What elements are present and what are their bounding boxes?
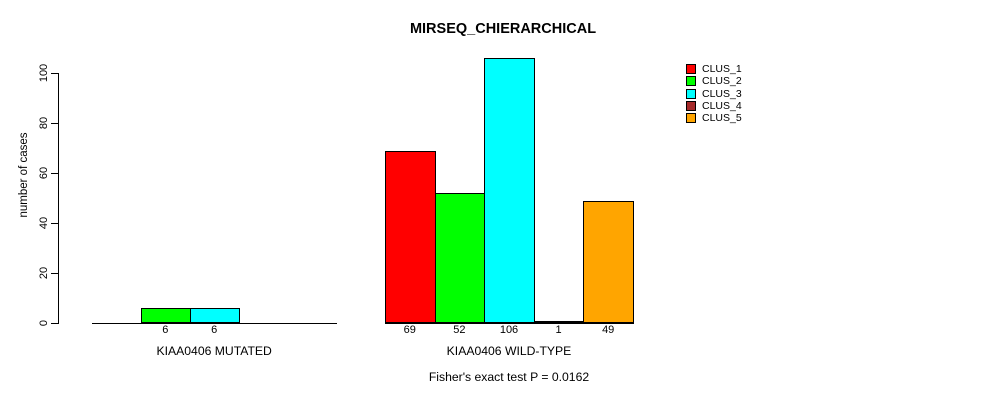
group-baseline — [92, 323, 338, 324]
y-tick — [51, 73, 58, 74]
bar — [484, 58, 535, 323]
y-tick — [51, 323, 58, 324]
group-label: KIAA0406 WILD-TYPE — [446, 344, 572, 358]
group-label: KIAA0406 MUTATED — [156, 344, 272, 358]
footnote: Fisher's exact test P = 0.0162 — [428, 370, 590, 384]
legend-swatch — [686, 76, 696, 87]
legend-swatch — [686, 113, 696, 124]
bar-value-label: 1 — [555, 324, 562, 336]
legend-label: CLUS_1 — [702, 63, 742, 75]
group-baseline — [385, 323, 634, 324]
bar — [140, 308, 191, 323]
y-tick-label: 0 — [38, 319, 50, 327]
legend-label: CLUS_2 — [702, 75, 742, 88]
y-tick-label: 80 — [38, 116, 50, 130]
legend-swatch — [686, 100, 696, 111]
legend-item: CLUS_4 — [686, 100, 756, 112]
legend-swatch — [686, 64, 696, 74]
legend-item: CLUS_3 — [686, 88, 756, 100]
y-tick — [51, 223, 58, 224]
bar-value-label: 49 — [602, 324, 615, 336]
legend-label: CLUS_5 — [702, 112, 742, 125]
legend-item: CLUS_5 — [686, 112, 756, 124]
y-tick-label: 100 — [38, 63, 50, 83]
legend-item: CLUS_2 — [686, 75, 756, 87]
bar-value-label: 6 — [162, 324, 169, 336]
legend-swatch — [686, 88, 696, 99]
y-tick-label: 20 — [38, 266, 50, 280]
y-tick — [51, 273, 58, 274]
legend-label: CLUS_3 — [702, 87, 742, 100]
y-tick-label: 40 — [38, 216, 50, 230]
bar — [533, 320, 585, 323]
bar-value-label: 52 — [453, 324, 466, 336]
bar-value-label: 6 — [211, 324, 218, 336]
chart-title: MIRSEQ_CHIERARCHICAL — [409, 21, 597, 37]
bar-value-label: 69 — [403, 324, 416, 336]
y-tick-label: 60 — [38, 166, 50, 180]
bar — [189, 308, 240, 323]
y-tick — [51, 123, 58, 124]
y-axis — [58, 73, 59, 324]
bar — [434, 193, 486, 323]
y-tick — [51, 173, 58, 174]
bar-value-label: 106 — [499, 324, 519, 336]
bar — [385, 150, 436, 323]
legend-item: CLUS_1 — [686, 63, 756, 75]
bar — [583, 200, 634, 323]
legend-label: CLUS_4 — [702, 99, 742, 112]
y-axis-label: number of cases — [18, 132, 30, 218]
